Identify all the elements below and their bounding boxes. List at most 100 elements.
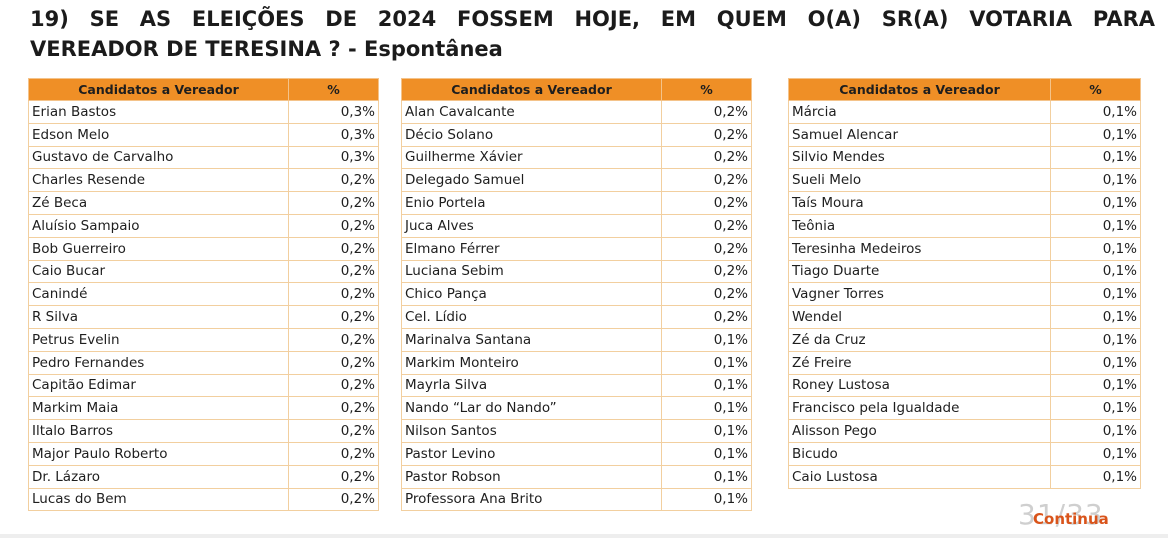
- candidate-percent: 0,3%: [288, 122, 379, 147]
- page-number: 31/33: [1018, 498, 1104, 531]
- table-row: Roney Lustosa 0,1%: [788, 373, 1141, 398]
- table-row: Bob Guerreiro 0,2%: [28, 236, 379, 261]
- candidate-percent: 0,1%: [1050, 464, 1141, 489]
- candidate-percent: 0,2%: [288, 236, 379, 261]
- candidate-name: Delegado Samuel: [401, 168, 662, 193]
- candidate-name: Erian Bastos: [28, 100, 289, 124]
- table-row: Alan Cavalcante 0,2%: [401, 100, 752, 124]
- candidate-percent: 0,2%: [288, 168, 379, 193]
- table-row: Petrus Evelin 0,2%: [28, 327, 379, 352]
- candidate-percent: 0,2%: [661, 236, 752, 261]
- table-row: Guilherme Xávier 0,2%: [401, 145, 752, 170]
- table-row: Zé Freire 0,1%: [788, 350, 1141, 375]
- candidate-percent: 0,2%: [661, 213, 752, 238]
- table-row: Canindé 0,2%: [28, 282, 379, 307]
- candidate-name: Juca Alves: [401, 213, 662, 238]
- candidates-table-1: Candidatos a Vereador % Erian Bastos 0,3%…: [28, 78, 379, 512]
- candidate-percent: 0,1%: [1050, 373, 1141, 398]
- candidate-percent: 0,1%: [661, 396, 752, 421]
- table-row: Décio Solano 0,2%: [401, 122, 752, 147]
- table-row: Bicudo 0,1%: [788, 441, 1141, 466]
- candidate-name: R Silva: [28, 305, 289, 329]
- table-row: Teônia 0,1%: [788, 213, 1141, 238]
- table-row: Lucas do Bem 0,2%: [28, 487, 379, 512]
- candidate-percent: 0,1%: [1050, 419, 1141, 443]
- candidate-name: Aluísio Sampaio: [28, 213, 289, 238]
- table-row: Erian Bastos 0,3%: [28, 100, 379, 124]
- candidate-percent: 0,1%: [1050, 236, 1141, 261]
- candidate-name: Cel. Lídio: [401, 305, 662, 329]
- candidate-name: Markim Monteiro: [401, 350, 662, 375]
- table-row: Delegado Samuel 0,2%: [401, 168, 752, 193]
- table-row: Wendel 0,1%: [788, 305, 1141, 329]
- table-row: Juca Alves 0,2%: [401, 213, 752, 238]
- table-row: Márcia 0,1%: [788, 100, 1141, 124]
- candidate-percent: 0,1%: [1050, 122, 1141, 147]
- table-row: Nando “Lar do Nando” 0,1%: [401, 396, 752, 421]
- table-row: Edson Melo 0,3%: [28, 122, 379, 147]
- candidate-name: Pedro Fernandes: [28, 350, 289, 375]
- table-row: Enio Portela 0,2%: [401, 191, 752, 215]
- candidate-name: Zé Freire: [788, 350, 1051, 375]
- candidate-percent: 0,3%: [288, 145, 379, 170]
- table-row: Charles Resende 0,2%: [28, 168, 379, 193]
- bottom-divider: [0, 534, 1168, 538]
- candidate-percent: 0,1%: [1050, 191, 1141, 215]
- table-row: Elmano Férrer 0,2%: [401, 236, 752, 261]
- candidate-percent: 0,1%: [1050, 145, 1141, 170]
- candidate-percent: 0,1%: [1050, 327, 1141, 352]
- table-row: Pastor Levino 0,1%: [401, 441, 752, 466]
- candidate-name: Major Paulo Roberto: [28, 441, 289, 466]
- table-row: Mayrla Silva 0,1%: [401, 373, 752, 398]
- candidate-name: Márcia: [788, 100, 1051, 124]
- table-row: Teresinha Medeiros 0,1%: [788, 236, 1141, 261]
- candidate-percent: 0,1%: [1050, 168, 1141, 193]
- table-row: Pedro Fernandes 0,2%: [28, 350, 379, 375]
- table-row: Samuel Alencar 0,1%: [788, 122, 1141, 147]
- candidate-name: Francisco pela Igualdade: [788, 396, 1051, 421]
- candidate-name: Mayrla Silva: [401, 373, 662, 398]
- candidate-percent: 0,2%: [288, 213, 379, 238]
- table-row: Caio Bucar 0,2%: [28, 259, 379, 284]
- table-row: Chico Pança 0,2%: [401, 282, 752, 307]
- table-row: Nilson Santos 0,1%: [401, 419, 752, 443]
- candidate-percent: 0,1%: [1050, 396, 1141, 421]
- table-row: Major Paulo Roberto 0,2%: [28, 441, 379, 466]
- candidate-name: Luciana Sebim: [401, 259, 662, 284]
- candidate-name: Zé da Cruz: [788, 327, 1051, 352]
- candidate-percent: 0,2%: [661, 282, 752, 307]
- candidate-name: Marinalva Santana: [401, 327, 662, 352]
- table-row: Vagner Torres 0,1%: [788, 282, 1141, 307]
- continue-label: Continua: [1033, 510, 1109, 528]
- candidate-name: Dr. Lázaro: [28, 464, 289, 489]
- candidate-percent: 0,2%: [288, 441, 379, 466]
- table-row: Silvio Mendes 0,1%: [788, 145, 1141, 170]
- candidate-name: Canindé: [28, 282, 289, 307]
- table-row: Francisco pela Igualdade 0,1%: [788, 396, 1141, 421]
- candidate-percent: 0,2%: [288, 396, 379, 421]
- candidate-percent: 0,1%: [1050, 100, 1141, 124]
- candidate-percent: 0,2%: [661, 145, 752, 170]
- table-row: Cel. Lídio 0,2%: [401, 305, 752, 329]
- candidate-name: Elmano Férrer: [401, 236, 662, 261]
- candidate-percent: 0,2%: [288, 350, 379, 375]
- candidate-percent: 0,2%: [288, 464, 379, 489]
- candidate-percent: 0,2%: [661, 191, 752, 215]
- table-row: Taís Moura 0,1%: [788, 191, 1141, 215]
- candidate-name: Petrus Evelin: [28, 327, 289, 352]
- candidate-percent: 0,1%: [1050, 282, 1141, 307]
- table-row: Zé da Cruz 0,1%: [788, 327, 1141, 352]
- candidate-name: Zé Beca: [28, 191, 289, 215]
- candidate-name: Iltalo Barros: [28, 419, 289, 443]
- candidate-percent: 0,2%: [288, 419, 379, 443]
- candidate-name: Caio Lustosa: [788, 464, 1051, 489]
- candidate-percent: 0,2%: [288, 373, 379, 398]
- title-line-1: 19) SE AS ELEIÇÕES DE 2024 FOSSEM HOJE, …: [30, 7, 1155, 31]
- candidate-name: Nilson Santos: [401, 419, 662, 443]
- candidate-percent: 0,2%: [288, 282, 379, 307]
- candidate-name: Guilherme Xávier: [401, 145, 662, 170]
- candidate-percent: 0,1%: [1050, 305, 1141, 329]
- candidate-name: Chico Pança: [401, 282, 662, 307]
- table-row: Caio Lustosa 0,1%: [788, 464, 1141, 489]
- candidate-name: Markim Maia: [28, 396, 289, 421]
